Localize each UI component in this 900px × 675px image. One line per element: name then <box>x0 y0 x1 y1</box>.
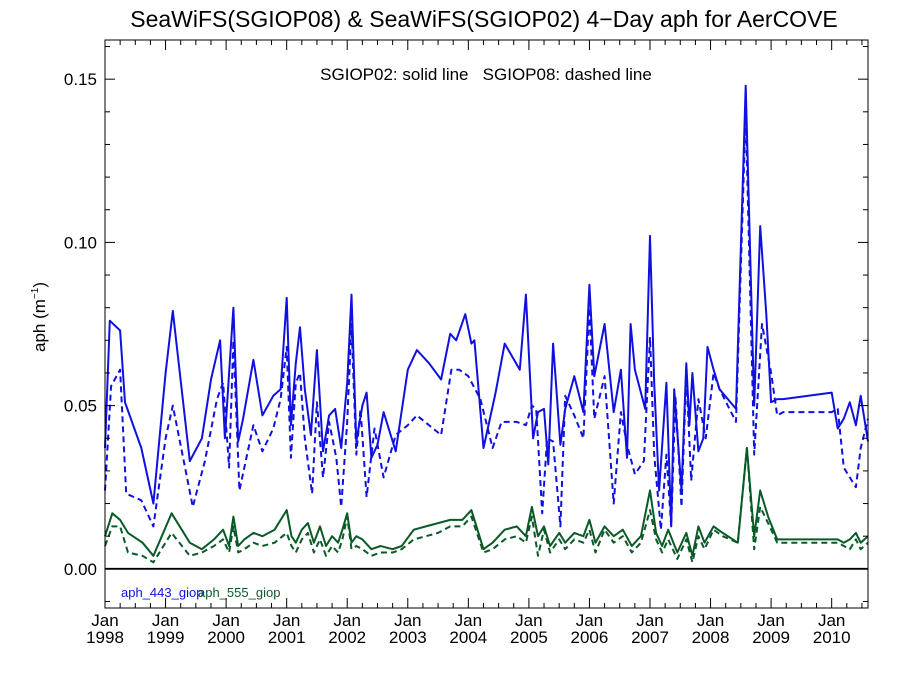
x-tick-label-year: 2002 <box>328 628 366 647</box>
x-tick-label-year: 2003 <box>389 628 427 647</box>
plot-frame <box>104 39 869 609</box>
x-tick-label-month: Jan <box>576 611 603 630</box>
y-axis-label-main: aph (m <box>30 299 49 352</box>
series-line-aph-555-giop-solid <box>104 447 869 557</box>
x-tick-label-month: Jan <box>394 611 421 630</box>
y-tick-label: 0.10 <box>64 233 97 252</box>
series-line-aph-443-giop-dashed <box>104 110 869 531</box>
chart-title: SeaWiFS(SGIOP08) & SeaWiFS(SGIOP02) 4−Da… <box>130 6 838 32</box>
x-tick-label-year: 2005 <box>510 628 548 647</box>
axes-layer: 0.000.050.100.15Jan1998Jan1999Jan2000Jan… <box>64 39 869 647</box>
y-axis-label: aph (m−1) <box>30 282 49 352</box>
x-tick-label-year: 2000 <box>207 628 245 647</box>
x-tick-label-year: 2008 <box>692 628 730 647</box>
x-tick-label-year: 2001 <box>268 628 306 647</box>
x-tick-label-month: Jan <box>757 611 784 630</box>
legend-label-aph-555-giop: aph_555_giop <box>198 585 280 600</box>
legend-label-aph-443-giop: aph_443_giop <box>121 585 203 600</box>
series-layer <box>104 84 869 564</box>
x-tick-label-year: 2004 <box>449 628 487 647</box>
x-tick-label-month: Jan <box>273 611 300 630</box>
y-axis-label-close: ) <box>30 282 49 288</box>
x-tick-label-month: Jan <box>818 611 845 630</box>
x-tick-label-month: Jan <box>515 611 542 630</box>
y-tick-label: 0.00 <box>64 560 97 579</box>
x-tick-label-year: 2006 <box>571 628 609 647</box>
x-tick-label-month: Jan <box>152 611 179 630</box>
x-tick-label-year: 2007 <box>631 628 669 647</box>
y-axis-label-superscript: −1 <box>30 287 41 299</box>
x-tick-label-year: 1998 <box>86 628 124 647</box>
y-tick-label: 0.05 <box>64 397 97 416</box>
x-tick-label-month: Jan <box>636 611 663 630</box>
y-tick-label: 0.15 <box>64 70 97 89</box>
x-tick-label-month: Jan <box>212 611 239 630</box>
series-line-aph-555-giop-dashed <box>104 447 869 564</box>
series-line-aph-443-giop-solid <box>104 84 869 528</box>
x-tick-label-year: 2010 <box>813 628 851 647</box>
x-tick-label-year: 1999 <box>147 628 185 647</box>
x-tick-label-month: Jan <box>455 611 482 630</box>
x-tick-label-month: Jan <box>697 611 724 630</box>
line-style-annotation: SGIOP02: solid line SGIOP08: dashed line <box>320 65 652 84</box>
x-tick-label-year: 2009 <box>752 628 790 647</box>
x-tick-label-month: Jan <box>334 611 361 630</box>
x-tick-label-month: Jan <box>91 611 118 630</box>
